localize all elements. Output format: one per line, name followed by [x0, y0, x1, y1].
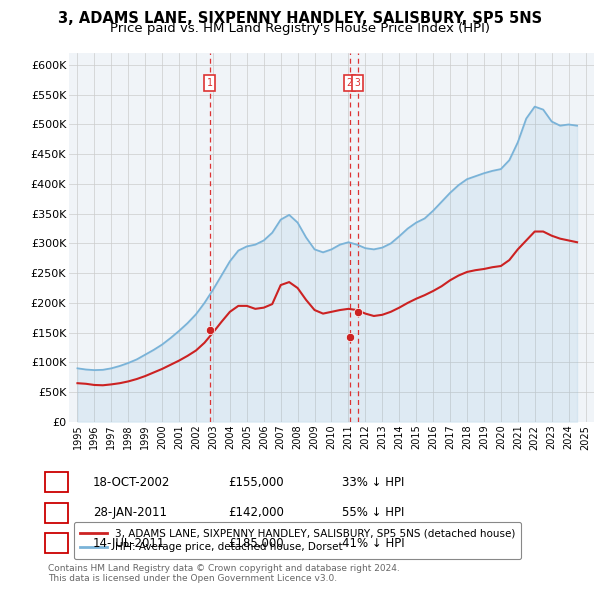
- Legend: 3, ADAMS LANE, SIXPENNY HANDLEY, SALISBURY, SP5 5NS (detached house), HPI: Avera: 3, ADAMS LANE, SIXPENNY HANDLEY, SALISBU…: [74, 522, 521, 559]
- Text: 3, ADAMS LANE, SIXPENNY HANDLEY, SALISBURY, SP5 5NS: 3, ADAMS LANE, SIXPENNY HANDLEY, SALISBU…: [58, 11, 542, 25]
- Text: Price paid vs. HM Land Registry's House Price Index (HPI): Price paid vs. HM Land Registry's House …: [110, 22, 490, 35]
- Text: 2: 2: [53, 506, 60, 519]
- Text: £142,000: £142,000: [228, 506, 284, 519]
- Text: 55% ↓ HPI: 55% ↓ HPI: [342, 506, 404, 519]
- Text: 1: 1: [53, 476, 60, 489]
- Text: 41% ↓ HPI: 41% ↓ HPI: [342, 537, 404, 550]
- Text: 2: 2: [347, 78, 353, 88]
- Text: 1: 1: [206, 78, 212, 88]
- Text: 33% ↓ HPI: 33% ↓ HPI: [342, 476, 404, 489]
- Text: 3: 3: [53, 537, 60, 550]
- Text: 28-JAN-2011: 28-JAN-2011: [93, 506, 167, 519]
- Text: 18-OCT-2002: 18-OCT-2002: [93, 476, 170, 489]
- Text: 14-JUL-2011: 14-JUL-2011: [93, 537, 166, 550]
- Text: £155,000: £155,000: [228, 476, 284, 489]
- Text: £185,000: £185,000: [228, 537, 284, 550]
- Text: Contains HM Land Registry data © Crown copyright and database right 2024.
This d: Contains HM Land Registry data © Crown c…: [48, 563, 400, 583]
- Text: 3: 3: [355, 78, 361, 88]
